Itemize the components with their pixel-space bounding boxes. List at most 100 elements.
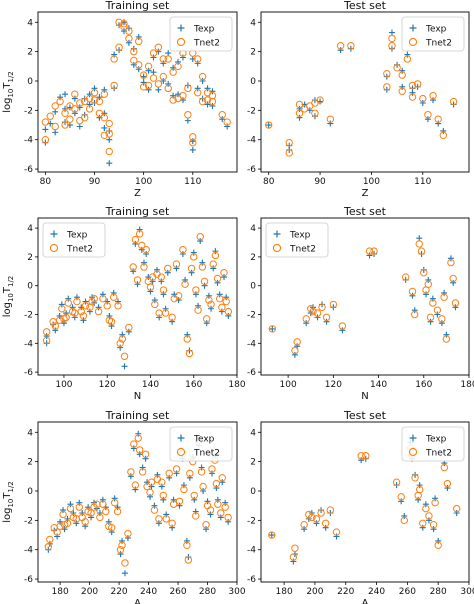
texp-point — [443, 331, 450, 338]
tnet2-point — [51, 122, 59, 131]
tnet2-point — [172, 465, 181, 473]
tnet2-point — [429, 521, 438, 529]
texp-point — [52, 129, 59, 136]
texp-point — [91, 85, 98, 92]
tnet2-point — [134, 434, 142, 442]
x-tick-label: 260 — [169, 587, 186, 597]
x-tick-label: 240 — [368, 587, 385, 597]
tnet2-point — [293, 338, 301, 346]
tnet2-point — [190, 491, 198, 500]
tnet2-point — [90, 89, 99, 97]
texp-point — [136, 451, 143, 458]
x-tick-label: 260 — [399, 587, 416, 597]
y-tick-label: 2 — [250, 48, 256, 58]
texp-point — [422, 501, 429, 508]
tnet2-point — [130, 56, 138, 65]
tnet2-point — [149, 49, 158, 57]
panel-4: Test set 100 120 140 160 180 -6 -4 -2 0 2 4 N Texp Tne… — [247, 205, 474, 402]
texp-point — [207, 511, 214, 518]
tnet2-point — [110, 81, 118, 90]
tnet2-point — [192, 286, 200, 294]
x-tick-label: 180 — [228, 380, 245, 390]
tnet2-point — [202, 521, 210, 529]
texp-point — [69, 304, 76, 311]
y-tick-label: -2 — [247, 106, 256, 116]
texp-point — [452, 304, 459, 311]
y-tick-label: 0 — [250, 282, 256, 292]
texp-point — [89, 294, 96, 301]
x-tick-label: 200 — [306, 587, 323, 597]
texp-point — [108, 323, 115, 330]
tnet2-point — [127, 468, 135, 476]
legend-tnet2-label: Tnet2 — [425, 39, 452, 49]
texp-point — [366, 252, 373, 259]
texp-point — [117, 344, 124, 351]
texp-point — [73, 294, 80, 301]
tnet2-point — [291, 544, 299, 552]
x-axis-label: A — [134, 598, 141, 604]
tnet2-point — [66, 115, 74, 123]
texp-point — [135, 430, 142, 437]
texp-point — [210, 265, 217, 272]
y-tick-label: 2 — [250, 458, 256, 468]
tnet2-point — [44, 543, 53, 551]
x-tick-label: 300 — [228, 587, 245, 597]
texp-point — [189, 146, 196, 153]
texp-point — [114, 504, 121, 511]
y-tick-label: -2 — [24, 106, 33, 116]
tnet2-point — [100, 90, 109, 98]
texp-point — [219, 479, 226, 486]
panel-1: Training set 80 90 100 110 -6 -4 -2 0 2 4 Zlog10T1/… — [2, 0, 238, 199]
tnet2-point — [131, 481, 139, 489]
tnet2-point — [138, 241, 146, 250]
tnet2-point — [419, 94, 427, 103]
tnet2-point — [51, 322, 60, 330]
x-tick-label: 140 — [142, 380, 159, 390]
texp-point — [60, 507, 67, 514]
tnet2-point — [370, 247, 378, 255]
texp-point — [169, 318, 176, 325]
tnet2-point — [265, 121, 273, 129]
texp-point — [124, 534, 131, 541]
legend-tnet2-label: Tnet2 — [193, 449, 220, 459]
texp-point — [76, 499, 83, 506]
tnet2-point — [124, 529, 132, 538]
tnet2-point — [403, 55, 412, 63]
y-tick-label: -4 — [247, 546, 256, 556]
tnet2-point — [190, 253, 198, 261]
texp-point — [425, 517, 432, 524]
texp-point — [82, 298, 89, 305]
texp-point — [429, 295, 436, 302]
texp-point — [119, 537, 126, 544]
texp-point — [205, 292, 212, 299]
texp-point — [203, 320, 210, 327]
tnet2-point — [336, 42, 345, 50]
tnet2-point — [214, 500, 222, 508]
texp-point — [136, 226, 143, 233]
texp-point — [86, 308, 93, 315]
texp-point — [101, 86, 108, 93]
x-tick-label: 120 — [325, 380, 342, 390]
tnet2-point — [203, 315, 211, 323]
tnet2-point — [401, 273, 410, 281]
y-tick-label: 0 — [27, 77, 33, 87]
tnet2-point — [162, 515, 170, 523]
tnet2-point — [141, 450, 150, 458]
x-tick-label: 200 — [81, 587, 98, 597]
tnet2-point — [192, 512, 200, 520]
texp-point — [145, 67, 152, 74]
texp-point — [160, 496, 167, 503]
texp-point — [111, 495, 118, 502]
tnet2-point — [46, 535, 54, 544]
tnet2-point — [66, 504, 75, 513]
x-tick-label: 110 — [184, 177, 201, 187]
tnet2-point — [157, 273, 165, 281]
texp-point — [106, 136, 113, 143]
tnet2-point — [388, 42, 396, 50]
texp-point — [101, 124, 108, 131]
texp-point — [145, 274, 152, 281]
texp-point — [269, 325, 276, 332]
tnet2-point — [172, 260, 181, 268]
texp-point — [121, 570, 128, 577]
tnet2-point — [113, 507, 122, 516]
